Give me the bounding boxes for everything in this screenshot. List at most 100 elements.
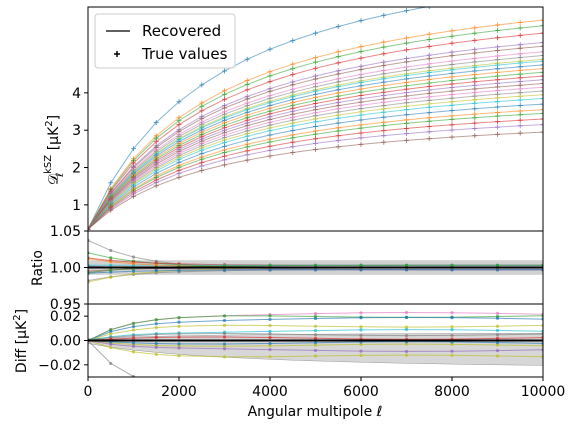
ratio-point bbox=[495, 263, 500, 267]
diff-point bbox=[404, 349, 409, 354]
diff-plot-area bbox=[88, 310, 543, 377]
main-true-value-marker bbox=[335, 54, 341, 60]
main-true-value-marker bbox=[358, 49, 364, 55]
main-true-value-marker bbox=[540, 88, 543, 94]
main-true-value-marker bbox=[426, 56, 432, 62]
main-true-value-marker bbox=[313, 55, 318, 61]
main-true-value-marker bbox=[267, 143, 273, 149]
main-true-value-marker bbox=[381, 109, 387, 115]
main-true-value-marker bbox=[449, 122, 455, 128]
diff-point bbox=[495, 348, 500, 353]
diff-point bbox=[177, 346, 181, 350]
y-tick-label: 1 bbox=[72, 198, 81, 214]
ratio-point bbox=[109, 260, 113, 264]
diff-point bbox=[222, 335, 227, 339]
diff-point bbox=[154, 352, 158, 356]
main-true-value-marker bbox=[313, 65, 318, 71]
ratio-panel: 0.95 1.00 1.05 Ratio bbox=[30, 224, 544, 313]
main-true-value-marker bbox=[495, 131, 500, 137]
main-true-value-marker bbox=[267, 73, 273, 79]
diff-point bbox=[177, 335, 181, 339]
main-true-value-marker bbox=[472, 25, 478, 31]
main-true-value-marker bbox=[153, 183, 159, 189]
diff-point bbox=[268, 355, 272, 359]
diff-point bbox=[359, 333, 363, 337]
main-true-value-marker bbox=[335, 60, 341, 66]
main-true-value-marker bbox=[517, 97, 523, 103]
main-true-value-marker bbox=[313, 59, 318, 65]
main-true-value-marker bbox=[290, 123, 296, 129]
diff-point bbox=[222, 323, 227, 327]
main-true-value-marker bbox=[290, 150, 296, 156]
main-true-value-marker bbox=[222, 162, 227, 168]
diff-point bbox=[268, 341, 272, 346]
main-true-value-marker bbox=[449, 108, 455, 114]
ratio-point bbox=[450, 263, 454, 267]
diff-point bbox=[268, 323, 272, 328]
diff-point bbox=[177, 342, 181, 346]
diff-point bbox=[131, 341, 136, 345]
main-true-value-marker bbox=[404, 120, 409, 126]
main-true-value-marker bbox=[540, 58, 543, 64]
main-true-value-marker bbox=[540, 107, 543, 113]
legend-recovered-label: Recovered bbox=[142, 22, 221, 40]
main-true-value-marker bbox=[472, 133, 478, 139]
diff-point bbox=[404, 310, 409, 315]
main-true-value-marker bbox=[449, 116, 455, 122]
main-true-value-marker bbox=[335, 49, 341, 55]
ratio-point bbox=[404, 268, 409, 272]
diff-point bbox=[177, 316, 181, 320]
main-true-value-marker bbox=[199, 82, 205, 88]
diff-point bbox=[359, 325, 363, 329]
ratio-point bbox=[109, 248, 113, 253]
main-true-value-marker bbox=[517, 123, 523, 129]
diff-point bbox=[313, 333, 318, 337]
ratio-point bbox=[359, 268, 363, 272]
x-tick-label: 10000 bbox=[521, 384, 566, 400]
y-tick-label: 0.00 bbox=[50, 334, 81, 350]
main-true-value-marker bbox=[244, 81, 250, 87]
main-true-value-marker bbox=[267, 46, 273, 52]
diff-point bbox=[177, 332, 181, 336]
main-true-value-marker bbox=[335, 115, 341, 121]
diff-panel: −0.02 0.00 0.02 0 2000 4000 6000 8000 10000 Dif… bbox=[12, 303, 566, 420]
legend-true-values-label: True values bbox=[141, 45, 228, 63]
diff-point bbox=[268, 332, 272, 336]
diff-point bbox=[131, 350, 136, 354]
x-ticks: 0 2000 4000 6000 8000 10000 bbox=[84, 377, 566, 400]
diff-point bbox=[222, 342, 227, 346]
diff-point bbox=[404, 327, 409, 332]
main-true-value-marker bbox=[540, 92, 543, 98]
main-true-value-marker bbox=[244, 157, 250, 163]
main-true-value-marker bbox=[449, 28, 455, 34]
diff-point bbox=[404, 353, 409, 357]
diff-point bbox=[109, 342, 113, 346]
ratio-point bbox=[131, 255, 136, 259]
diff-point bbox=[495, 343, 500, 347]
main-y-label-symbol: 𝒟 bbox=[46, 173, 62, 185]
main-true-value-marker bbox=[540, 73, 543, 79]
main-true-value-marker bbox=[199, 163, 205, 169]
main-true-value-marker bbox=[426, 31, 432, 37]
main-true-value-marker bbox=[495, 22, 500, 28]
diff-point bbox=[313, 341, 318, 345]
diff-point bbox=[359, 316, 363, 320]
main-true-value-marker bbox=[199, 168, 205, 174]
ratio-y-axis-label: Ratio bbox=[30, 250, 46, 286]
main-true-value-marker bbox=[404, 59, 409, 65]
main-true-value-marker bbox=[313, 76, 318, 82]
main-y-axis-label: 𝒟kSZℓ [μK2] bbox=[43, 115, 66, 185]
diff-point bbox=[495, 328, 500, 333]
main-true-value-marker bbox=[153, 139, 159, 145]
main-true-value-marker bbox=[517, 45, 523, 51]
diff-point bbox=[268, 329, 272, 334]
diff-point bbox=[313, 312, 318, 316]
main-true-value-marker bbox=[381, 12, 387, 18]
main-true-value-marker bbox=[540, 129, 543, 135]
main-true-value-marker bbox=[267, 147, 273, 153]
main-true-value-marker bbox=[290, 71, 296, 77]
main-true-value-marker bbox=[540, 17, 543, 23]
main-true-value-marker bbox=[540, 23, 543, 29]
x-tick-label: 8000 bbox=[434, 384, 470, 400]
diff-point bbox=[359, 353, 363, 357]
